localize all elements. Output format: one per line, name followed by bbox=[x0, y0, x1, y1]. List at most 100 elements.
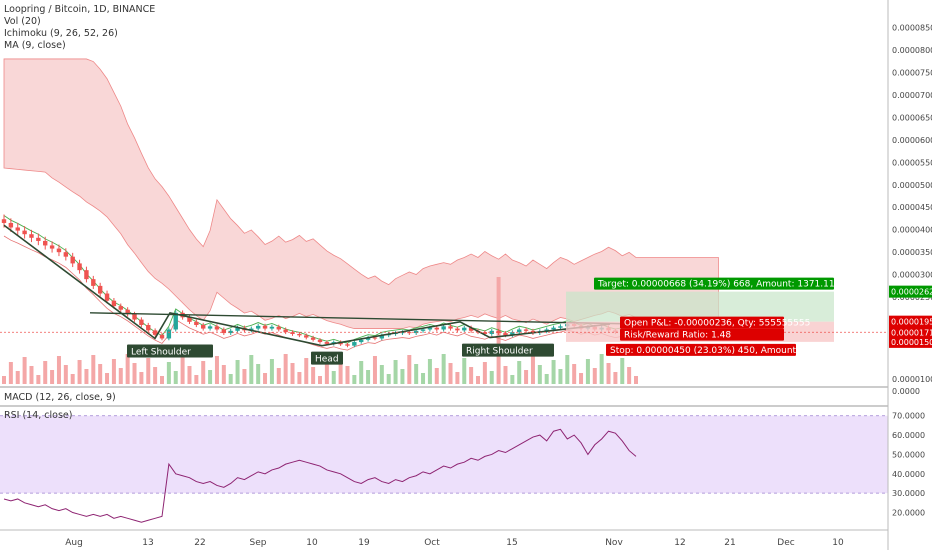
volume-bar bbox=[297, 372, 302, 384]
volume-bar bbox=[77, 360, 82, 384]
price-tick-label: 0.00008000 bbox=[892, 46, 932, 55]
volume-bar bbox=[537, 365, 542, 384]
candle-body bbox=[118, 306, 123, 310]
volume-bar bbox=[606, 363, 611, 384]
volume-bar bbox=[366, 370, 371, 384]
volume-bar bbox=[194, 375, 199, 384]
price-tag-label: 0.00001718 bbox=[891, 328, 932, 337]
time-tick-label: Oct bbox=[424, 538, 440, 548]
candle-body bbox=[365, 337, 371, 340]
candle-body bbox=[91, 279, 96, 286]
price-panel: Left Shoulder Head Right Shoulder Target: 0… bbox=[0, 58, 888, 384]
candle-body bbox=[379, 335, 385, 339]
volume-bar bbox=[269, 359, 274, 384]
time-tick-label: Aug bbox=[65, 538, 83, 548]
volume-bar bbox=[627, 367, 632, 384]
candle-body bbox=[324, 342, 330, 344]
candle-body bbox=[558, 326, 563, 328]
price-tick-label: 0.0000 bbox=[892, 387, 920, 396]
price-tick-label: 0.00005500 bbox=[892, 158, 932, 167]
time-tick-label: Sep bbox=[250, 538, 267, 548]
candle-body bbox=[489, 330, 494, 334]
candle-body bbox=[482, 332, 488, 334]
candle-body bbox=[194, 321, 199, 325]
volume-bar bbox=[43, 361, 48, 384]
candle-body bbox=[125, 309, 130, 315]
candle-body bbox=[304, 335, 309, 338]
candle-body bbox=[221, 329, 227, 334]
rsi-tick-label: 50.0000 bbox=[892, 450, 925, 459]
volume-bar bbox=[372, 356, 377, 384]
kijun-line bbox=[3, 235, 637, 351]
volume-bar bbox=[558, 369, 563, 384]
candle-body bbox=[455, 328, 460, 331]
price-tick-label: 0.00004000 bbox=[892, 226, 932, 235]
rsi-legend[interactable]: RSI (14, close) bbox=[4, 410, 73, 421]
volume-bar bbox=[8, 362, 13, 384]
volume-bar bbox=[249, 355, 254, 384]
price-tick-label: 0.00005000 bbox=[892, 181, 932, 190]
volume-bar bbox=[331, 371, 336, 384]
price-tick-label: 0.00007500 bbox=[892, 68, 932, 77]
time-tick-label: 13 bbox=[142, 538, 153, 548]
volume-bar bbox=[263, 373, 268, 384]
candle-body bbox=[49, 245, 55, 249]
candle-body bbox=[503, 333, 508, 336]
volume-bar bbox=[166, 362, 171, 384]
time-tick-label: 10 bbox=[306, 538, 318, 548]
rsi-tick-label: 60.0000 bbox=[892, 431, 925, 440]
price-tag-label: 0.00001954 bbox=[891, 318, 932, 327]
pattern-label: Left Shoulder bbox=[131, 347, 191, 357]
rsi-tick-label: 70.0000 bbox=[892, 412, 925, 421]
candle-body bbox=[159, 334, 165, 339]
volume-bar bbox=[105, 373, 110, 384]
candle-body bbox=[43, 240, 48, 246]
symbol-title[interactable]: Loopring / Bitcoin, 1D, BINANCE bbox=[4, 4, 156, 15]
candle-body bbox=[29, 234, 34, 238]
candle-body bbox=[372, 337, 378, 339]
time-tick-label: 19 bbox=[358, 538, 370, 548]
volume-bar bbox=[620, 358, 625, 384]
volume-bar bbox=[201, 361, 206, 384]
candle-body bbox=[345, 344, 350, 346]
volume-bar bbox=[524, 370, 529, 384]
price-tag-label: 0.00001504 bbox=[891, 338, 932, 347]
rsi-legend-wrap: RSI (14, close) bbox=[4, 410, 72, 422]
vol-legend[interactable]: Vol (20) bbox=[4, 16, 41, 27]
volume-bar bbox=[228, 374, 233, 384]
volume-bar bbox=[276, 368, 281, 384]
volume-bar bbox=[36, 375, 41, 384]
volume-bar bbox=[455, 372, 460, 384]
time-tick-label: 22 bbox=[194, 538, 205, 548]
candle-body bbox=[1, 219, 7, 223]
ichimoku-legend[interactable]: Ichimoku (9, 26, 52, 26) bbox=[4, 28, 118, 39]
volume-bar bbox=[434, 368, 439, 384]
price-legend: Loopring / Bitcoin, 1D, BINANCE Vol (20)… bbox=[4, 4, 155, 52]
price-tick-label: 0.00004500 bbox=[892, 203, 932, 212]
volume-bar bbox=[290, 363, 295, 384]
volume-bar bbox=[579, 373, 584, 384]
price-tag-label: 0.00002622 bbox=[891, 288, 932, 297]
candle-body bbox=[297, 333, 302, 336]
candle-body bbox=[290, 332, 295, 334]
volume-bar bbox=[572, 364, 577, 384]
candle-body bbox=[441, 326, 446, 330]
volume-bar bbox=[441, 354, 446, 384]
macd-legend[interactable]: MACD (12, 26, close, 9) bbox=[4, 392, 116, 403]
volume-bar bbox=[160, 376, 164, 384]
candle-body bbox=[448, 326, 453, 329]
volume-bar bbox=[359, 361, 364, 384]
volume-bar bbox=[311, 367, 316, 384]
candle-body bbox=[407, 332, 412, 334]
volume-bar bbox=[544, 374, 549, 384]
candle-body bbox=[132, 314, 137, 320]
ma-legend[interactable]: MA (9, close) bbox=[4, 40, 66, 51]
volume-bar bbox=[283, 354, 288, 384]
volume-bar bbox=[22, 357, 27, 384]
candle-body bbox=[166, 329, 172, 339]
volume-bar bbox=[318, 376, 322, 384]
candle-body bbox=[420, 329, 426, 331]
candle-body bbox=[262, 325, 268, 329]
